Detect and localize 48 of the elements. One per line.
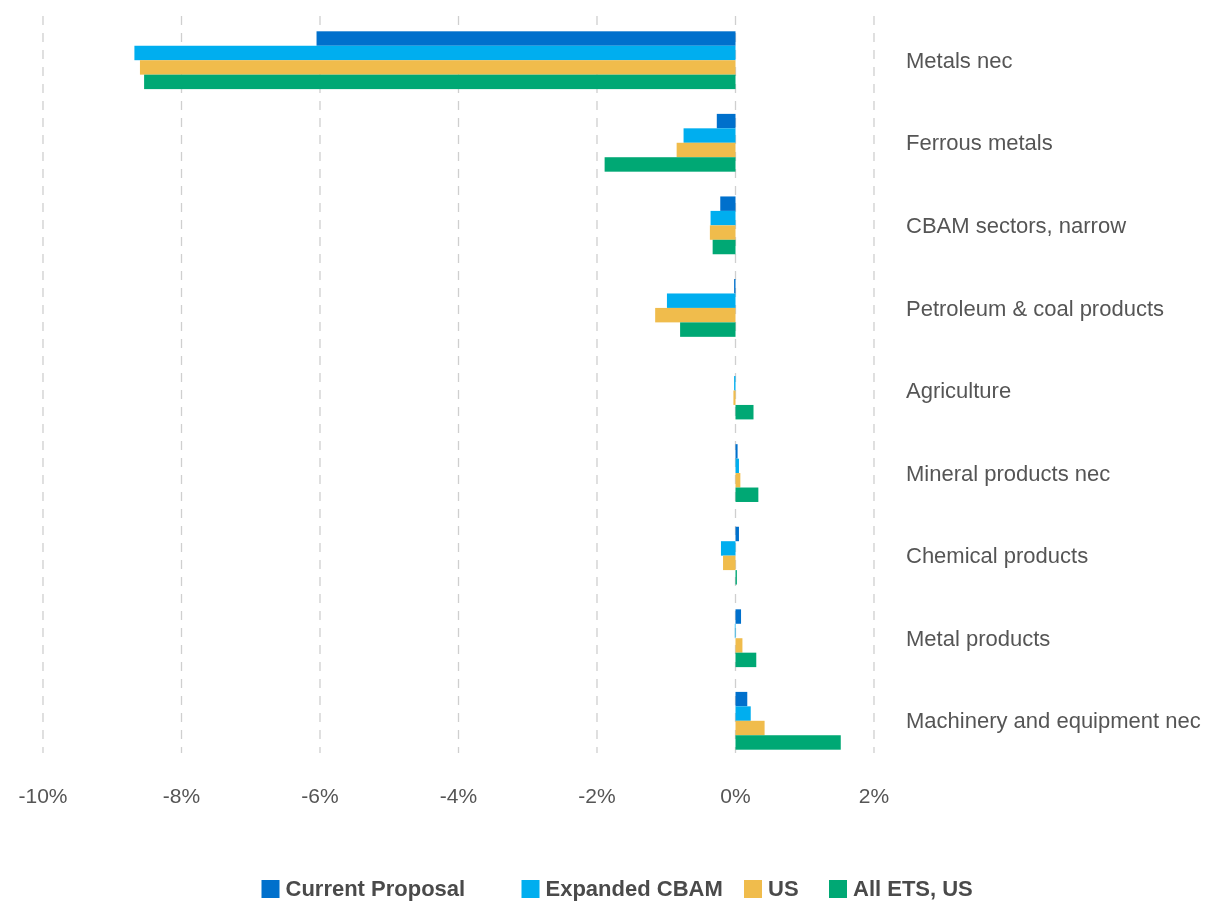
bar bbox=[733, 390, 736, 405]
bar bbox=[735, 735, 841, 750]
bar bbox=[720, 541, 736, 556]
y-tick-label: Agriculture bbox=[906, 378, 1012, 404]
bar bbox=[655, 307, 736, 323]
bar bbox=[735, 652, 757, 668]
bar bbox=[735, 691, 748, 707]
bar bbox=[316, 31, 736, 46]
bar bbox=[134, 45, 736, 61]
x-tick-label: -6% bbox=[301, 784, 339, 807]
y-tick-label: Ferrous metals bbox=[906, 130, 1053, 156]
bar bbox=[735, 444, 738, 459]
y-tick-label: Machinery and equipment nec bbox=[906, 708, 1201, 734]
bar bbox=[720, 196, 736, 211]
bar bbox=[676, 142, 736, 158]
y-tick-label: Metal products bbox=[906, 625, 1051, 651]
bar bbox=[683, 128, 736, 143]
y-tick-label: Metals nec bbox=[906, 47, 1013, 73]
x-tick-label: -2% bbox=[578, 784, 616, 807]
bar bbox=[735, 404, 754, 420]
y-tick-label: Mineral products nec bbox=[906, 460, 1111, 486]
bar bbox=[716, 113, 736, 129]
bar bbox=[709, 225, 736, 240]
bar bbox=[735, 720, 765, 736]
x-tick-label: -8% bbox=[162, 784, 201, 807]
legend-label: All ETS, US bbox=[853, 876, 973, 901]
bar bbox=[139, 60, 736, 75]
legend-label: Current Proposal bbox=[285, 876, 466, 901]
x-tick-label: 2% bbox=[858, 784, 890, 807]
legend-label: US bbox=[768, 876, 799, 901]
bar bbox=[666, 293, 736, 308]
bar bbox=[735, 706, 751, 721]
bar bbox=[680, 322, 736, 337]
bar bbox=[735, 609, 742, 624]
bar bbox=[144, 74, 736, 90]
x-tick-label: -10% bbox=[18, 784, 68, 807]
x-tick-label: -4% bbox=[439, 784, 478, 807]
bar bbox=[712, 239, 736, 255]
bar bbox=[735, 487, 759, 502]
legend-label: Expanded CBAM bbox=[545, 876, 723, 901]
bar bbox=[604, 157, 736, 172]
bar bbox=[723, 555, 736, 571]
y-tick-label: Chemical products bbox=[906, 543, 1089, 569]
y-tick-label: CBAM sectors, narrow bbox=[906, 213, 1127, 239]
x-tick-label: 0% bbox=[720, 784, 751, 807]
bar bbox=[735, 638, 743, 653]
bar bbox=[710, 210, 736, 226]
y-tick-label: Petroleum & coal products bbox=[906, 295, 1165, 321]
